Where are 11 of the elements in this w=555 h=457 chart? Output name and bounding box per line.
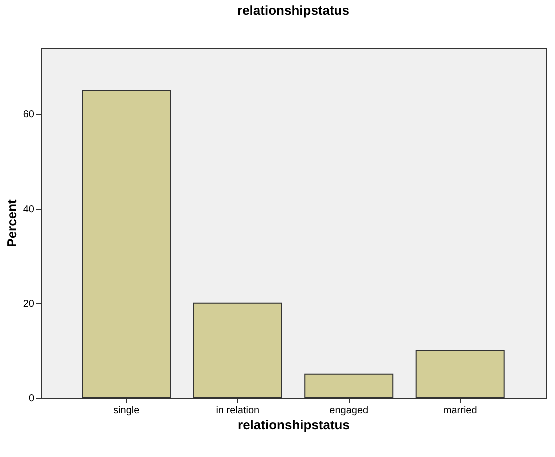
x-tick-label: single (114, 406, 140, 416)
y-tick-label: 0 (28, 394, 35, 404)
y-tick-label: 40 (23, 204, 35, 216)
y-axis-title: Percent (4, 198, 20, 248)
x-tick-label: married (443, 406, 478, 416)
chart-title: relationshipstatus (238, 3, 350, 18)
x-axis-title: relationshipstatus (238, 418, 350, 432)
y-tick-label: 20 (23, 298, 35, 310)
y-tick-label: 60 (23, 110, 35, 121)
x-tick-label: engaged (330, 406, 369, 416)
x-tick-label: in relation (216, 406, 260, 416)
